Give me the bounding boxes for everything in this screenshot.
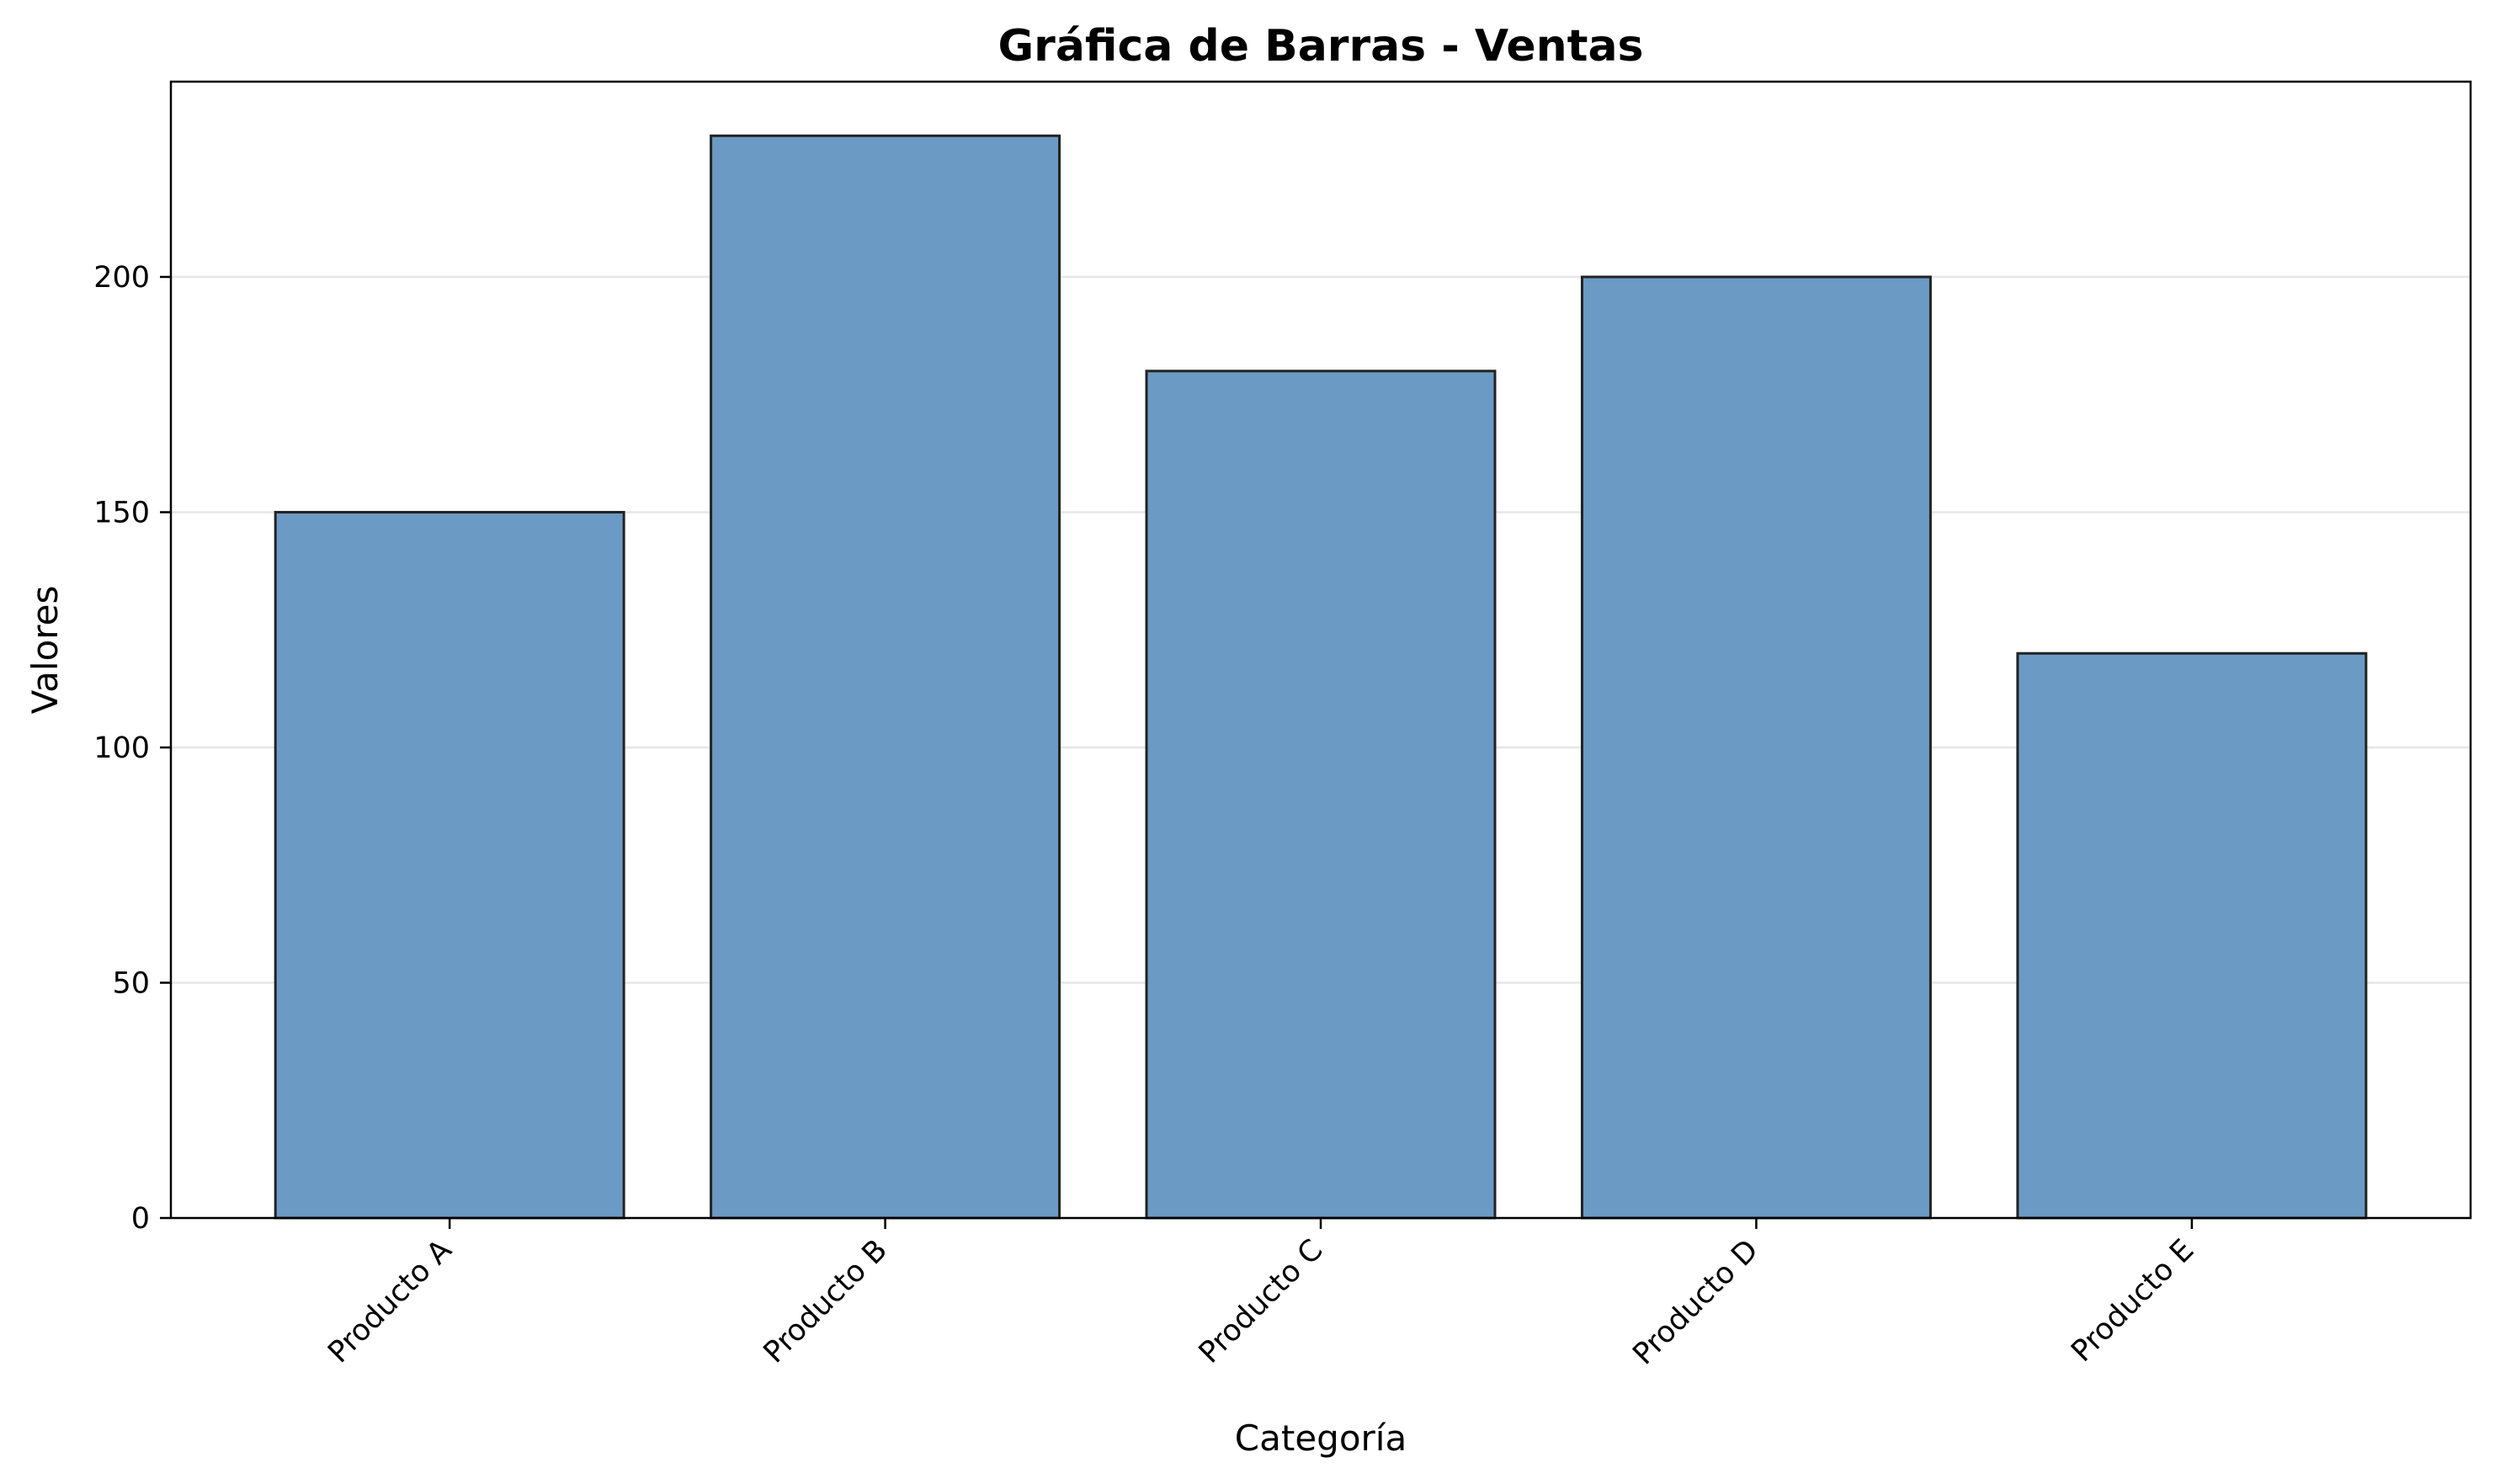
x-axis-label: Categoría bbox=[1235, 1418, 1407, 1459]
y-tick-label: 0 bbox=[131, 1202, 150, 1236]
y-axis-label: Valores bbox=[24, 586, 66, 715]
y-tick-label: 200 bbox=[93, 261, 150, 295]
bar bbox=[274, 510, 625, 1220]
bars bbox=[274, 134, 2368, 1220]
bar bbox=[1580, 275, 1932, 1220]
bar bbox=[710, 134, 1061, 1220]
chart-title: Gráfica de Barras - Ventas bbox=[998, 21, 1644, 72]
y-tick-label: 50 bbox=[112, 966, 150, 1000]
bar bbox=[2016, 652, 2368, 1220]
y-axis: 0 50 100 150 200 bbox=[93, 261, 171, 1236]
y-tick-label: 100 bbox=[93, 731, 150, 765]
bar bbox=[1145, 370, 1497, 1220]
y-tick-label: 150 bbox=[93, 496, 150, 529]
